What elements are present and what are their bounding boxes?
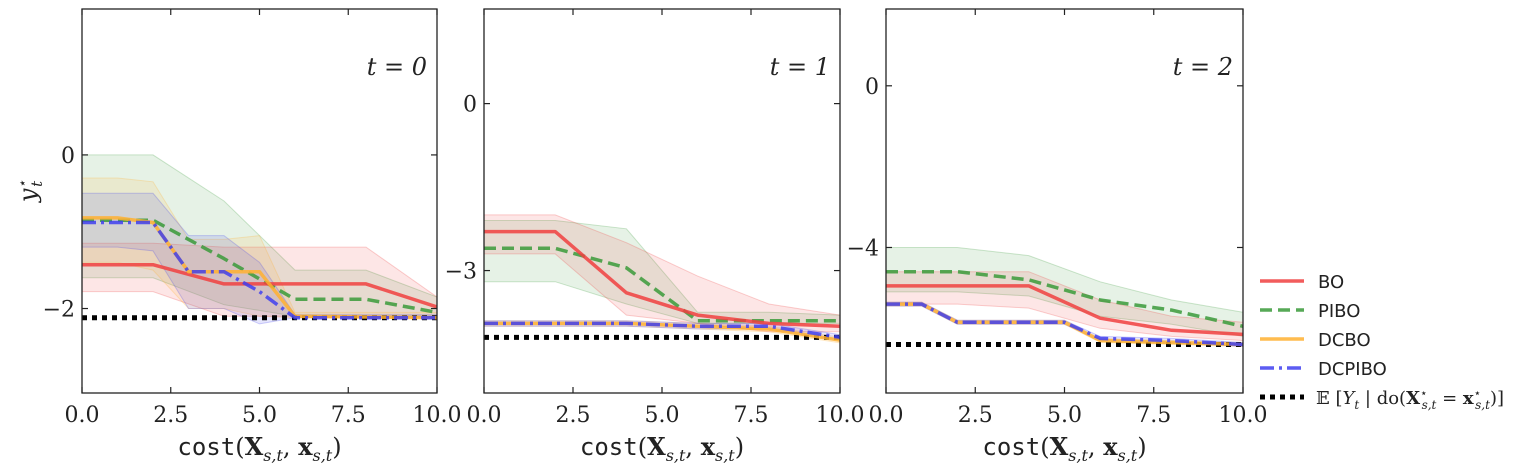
time-annotation: t = 2 [1173,53,1233,81]
y-tick-label: 0 [61,144,75,169]
x-tick-label: 2.5 [958,403,993,428]
bo-band [484,214,840,333]
x-tick-label: 0.0 [467,403,502,428]
dcpibo-band [484,320,840,341]
x-tick-label: 5.0 [1047,403,1082,428]
pibo-band [886,247,1243,337]
dcbo-band [886,301,1243,348]
y-tick-label: 0 [463,93,477,118]
x-tick-label: 5.0 [645,403,680,428]
x-axis-label: cost(Xs,t, xs,t) [982,432,1146,465]
x-tick-label: 10.0 [1219,403,1268,428]
legend-label: DCBO [1318,330,1371,351]
dcpibo-line [886,302,1243,347]
bo-band [886,271,1243,342]
x-tick-label: 5.0 [242,403,277,428]
x-tick-label: 2.5 [153,403,188,428]
x-tick-label: 7.5 [734,403,769,428]
panel-t0: 0.0 2.5 5.0 7.5 10.0 0 −2 t = 0 cost(Xs,t, xs,t)… [14,8,462,465]
x-tick-label: 10.0 [413,403,462,428]
y-tick-label: −3 [445,260,477,285]
time-annotation: t = 0 [367,53,427,81]
dcbo-band [484,320,840,344]
panel-t1: 0.0 2.5 5.0 7.5 10.0 0 −3 t = 1 cost(Xs,t, xs,t) [445,8,865,465]
legend-label: DCPIBO [1318,359,1387,380]
dcbo-band [82,177,437,319]
legend-item-dcpibo: DCPIBO [1260,359,1387,380]
dcpibo-band [82,192,437,325]
dcbo-line [82,216,437,320]
y-axis-label: y⋆t [14,180,46,204]
legend-item-pibo: PIBO [1260,301,1360,322]
bo-band [82,242,437,317]
x-axis-label: cost(Xs,t, xs,t) [580,432,744,465]
legend: BO PIBO DCBO DCPIBO 𝔼 [Yt | do(X⋆ s,t = x⋆ s,t… [1260,272,1504,412]
panel-t2: 0.0 2.5 5.0 7.5 10.0 0 −4 t = 2 cost(Xs,t, xs,t) [847,8,1268,465]
x-axis-label: cost(Xs,t, xs,t) [177,432,341,465]
x-tick-label: 2.5 [556,403,591,428]
dcpibo-band [886,301,1243,348]
legend-label: BO [1318,272,1344,293]
bo-line [886,284,1243,337]
x-tick-label: 10.0 [816,403,865,428]
pibo-line [484,246,840,323]
legend-item-bo: BO [1260,272,1344,293]
y-tick-label: 0 [865,75,879,100]
x-tick-label: 7.5 [1136,403,1171,428]
pibo-line [886,269,1243,329]
y-tick-label: −2 [43,298,75,323]
bo-line [82,262,437,309]
time-annotation: t = 1 [770,53,830,81]
dcpibo-line [484,321,840,340]
pibo-band [82,154,437,317]
x-tick-label: 7.5 [331,403,366,428]
y-tick-label: −4 [847,236,879,261]
legend-label: 𝔼 [Yt | do(X⋆ s,t = x⋆ s,t)] [1316,386,1504,412]
legend-item-e: 𝔼 [Yt | do(X⋆ s,t = x⋆ s,t)] [1260,386,1504,412]
legend-item-dcbo: DCBO [1260,330,1371,351]
dcpibo-line [82,220,437,320]
x-tick-label: 0.0 [869,403,904,428]
x-tick-label: 0.0 [65,403,100,428]
bo-line [484,229,840,328]
legend-label: PIBO [1318,301,1360,322]
